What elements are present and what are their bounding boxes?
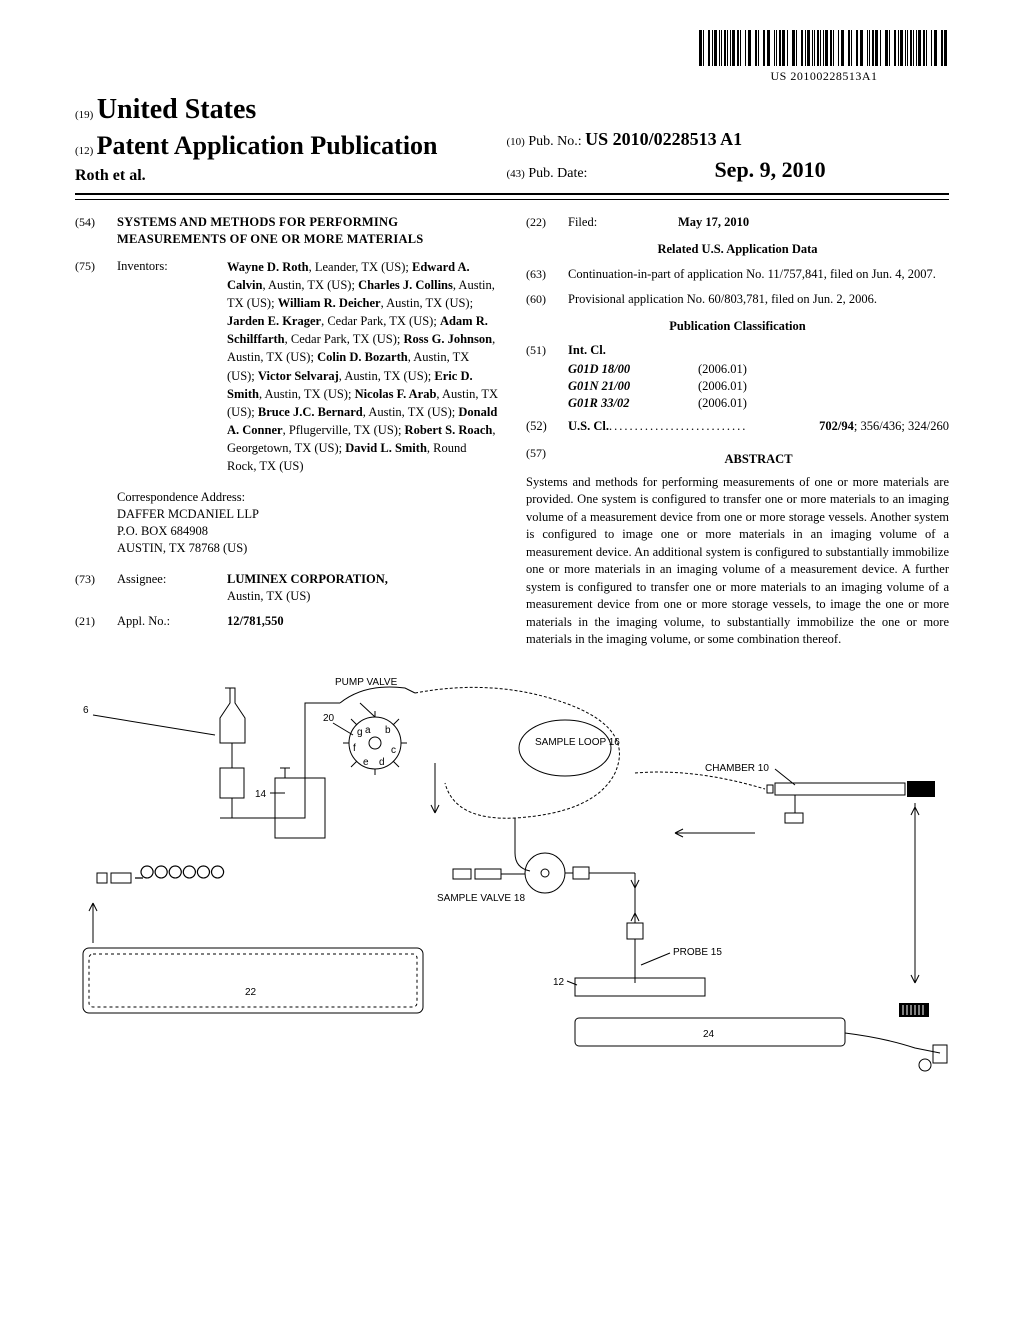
pub-no-code: (10): [507, 136, 525, 148]
leader-6: [93, 715, 215, 735]
svg-text:e: e: [363, 757, 369, 768]
correspondence: Correspondence Address: DAFFER MCDANIEL …: [117, 489, 498, 557]
label-14: 14: [255, 789, 267, 800]
figure-labels: PUMP VALVE 20 6 14 22 SAMPLE LOOP 16 CHA…: [83, 677, 769, 1040]
filed-label: Filed:: [568, 214, 678, 231]
divider-thin: [75, 199, 949, 200]
header: (19) United States (12) Patent Applicati…: [75, 91, 949, 187]
intcl-row: G01R 33/02(2006.01): [526, 395, 949, 412]
pub-date-code: (43): [507, 168, 525, 180]
label-12: 12: [553, 977, 565, 988]
correspondence-label: Correspondence Address:: [117, 489, 498, 506]
barcode-number: US 20100228513A1: [699, 68, 949, 84]
classification-heading: Publication Classification: [526, 318, 949, 335]
sample-valve-icon: [525, 853, 565, 893]
filed-value: May 17, 2010: [678, 215, 749, 229]
barcode-region: US 20100228513A1: [75, 30, 949, 85]
svg-text:f: f: [353, 743, 356, 754]
figure: a b c d e f g: [75, 673, 949, 1073]
intcl-row: G01D 18/00(2006.01): [526, 361, 949, 378]
right-column: (22) Filed: May 17, 2010 Related U.S. Ap…: [526, 214, 949, 649]
label-6: 6: [83, 705, 89, 716]
intcl-label: Int. Cl.: [568, 343, 606, 357]
title-code: (54): [75, 214, 117, 248]
uscl-value-rest: ; 356/436; 324/260: [854, 419, 949, 433]
bottle-icon: [220, 688, 245, 743]
title-text: SYSTEMS AND METHODS FOR PERFORMING MEASU…: [117, 214, 498, 248]
divider-thick: [75, 193, 949, 195]
abstract-text: Systems and methods for performing measu…: [526, 474, 949, 649]
pub-type-code: (12): [75, 145, 93, 157]
pub-date: Sep. 9, 2010: [714, 157, 825, 182]
label-chamber: CHAMBER 10: [705, 763, 769, 774]
related-item: (63)Continuation-in-part of application …: [526, 266, 949, 283]
svg-text:g: g: [357, 727, 363, 738]
intcl-code: (51): [526, 342, 568, 359]
country-code: (19): [75, 109, 93, 121]
assignee-loc: Austin, TX (US): [227, 589, 310, 603]
uscl-value-main: 702/94: [819, 419, 854, 433]
related-heading: Related U.S. Application Data: [526, 241, 949, 258]
label-24: 24: [703, 1029, 715, 1040]
appl-no-value: 12/781,550: [227, 614, 284, 628]
related-item: (60)Provisional application No. 60/803,7…: [526, 291, 949, 308]
assignee-field: (73) Assignee: LUMINEX CORPORATION, Aust…: [75, 571, 498, 605]
intcl-row: G01N 21/00(2006.01): [526, 378, 949, 395]
filed-code: (22): [526, 214, 568, 231]
title-field: (54) SYSTEMS AND METHODS FOR PERFORMING …: [75, 214, 498, 248]
appl-no-field: (21) Appl. No.: 12/781,550: [75, 613, 498, 630]
inventors-code: (75): [75, 258, 117, 476]
authors-line: Roth et al.: [75, 165, 503, 187]
label-probe: PROBE 15: [673, 947, 722, 958]
inventors-list: Wayne D. Roth, Leander, TX (US); Edward …: [227, 258, 498, 476]
inventors-label: Inventors:: [117, 258, 227, 476]
figure-svg: a b c d e f g: [75, 673, 949, 1073]
bibliographic-columns: (54) SYSTEMS AND METHODS FOR PERFORMING …: [75, 214, 949, 649]
svg-text:d: d: [379, 757, 385, 768]
pub-date-label: Pub. Date:: [528, 166, 587, 181]
uscl-code: (52): [526, 418, 568, 435]
left-column: (54) SYSTEMS AND METHODS FOR PERFORMING …: [75, 214, 498, 649]
label-22: 22: [245, 987, 257, 998]
pub-type: Patent Application Publication: [97, 131, 438, 160]
appl-no-label: Appl. No.:: [117, 613, 227, 630]
appl-no-code: (21): [75, 613, 117, 630]
label-sample-loop: SAMPLE LOOP 16: [535, 737, 620, 748]
pub-no-label: Pub. No.:: [528, 134, 581, 149]
svg-text:b: b: [385, 725, 391, 736]
assignee-label: Assignee:: [117, 571, 227, 605]
assignee-code: (73): [75, 571, 117, 605]
abstract-heading: ABSTRACT: [568, 451, 949, 468]
country-name: United States: [97, 94, 256, 125]
label-20: 20: [323, 713, 335, 724]
label-sample-valve: SAMPLE VALVE 18: [437, 893, 525, 904]
uscl-label: U.S. Cl.: [568, 419, 609, 433]
filed-field: (22) Filed: May 17, 2010: [526, 214, 949, 231]
label-pump-valve: PUMP VALVE: [335, 677, 398, 688]
barcode: US 20100228513A1: [699, 30, 949, 84]
pub-no: US 2010/0228513 A1: [585, 129, 742, 149]
abstract-code: (57): [526, 445, 568, 474]
inventors-field: (75) Inventors: Wayne D. Roth, Leander, …: [75, 258, 498, 476]
uscl-dots: ...........................: [609, 418, 819, 435]
svg-text:c: c: [391, 745, 396, 756]
barcode-bars: [699, 30, 949, 66]
assignee-name: LUMINEX CORPORATION,: [227, 572, 388, 586]
svg-text:a: a: [365, 725, 371, 736]
